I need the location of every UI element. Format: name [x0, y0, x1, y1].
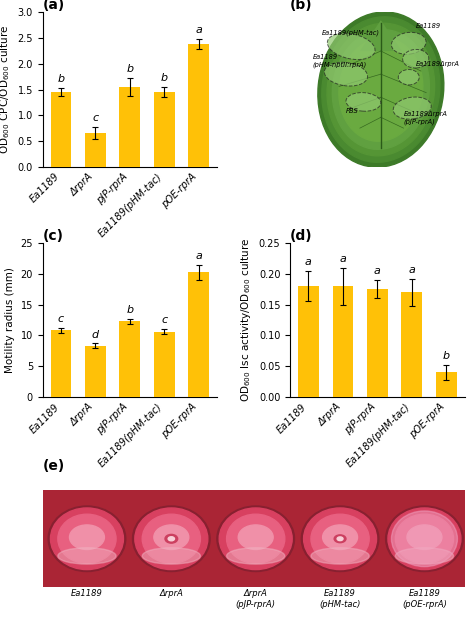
Ellipse shape: [58, 548, 116, 564]
Text: a: a: [305, 257, 312, 267]
Y-axis label: OD$_{600}$ lsc activity/OD$_{600}$ culture: OD$_{600}$ lsc activity/OD$_{600}$ cultu…: [239, 238, 253, 402]
Bar: [119, 87, 140, 167]
Ellipse shape: [168, 537, 174, 541]
Bar: [119, 321, 140, 397]
Text: Ea1189
(pHM-tac): Ea1189 (pHM-tac): [319, 589, 361, 609]
Y-axis label: Motility radius (mm): Motility radius (mm): [5, 267, 15, 373]
Text: Ea1189ΔrprA: Ea1189ΔrprA: [416, 62, 460, 67]
Ellipse shape: [303, 508, 376, 569]
Ellipse shape: [386, 506, 463, 571]
Text: ΔrprA
(pJP-rprA): ΔrprA (pJP-rprA): [236, 589, 276, 609]
Bar: [51, 92, 71, 167]
Text: Ea1189(pHM-tac): Ea1189(pHM-tac): [321, 29, 380, 36]
Ellipse shape: [318, 12, 444, 167]
Ellipse shape: [339, 38, 423, 141]
Ellipse shape: [395, 514, 454, 563]
Bar: [298, 286, 319, 397]
Text: a: a: [195, 251, 202, 261]
Text: Ea1189: Ea1189: [71, 589, 103, 598]
Text: a: a: [374, 266, 381, 276]
Bar: [367, 289, 388, 397]
Ellipse shape: [322, 17, 440, 163]
Y-axis label: OD$_{600}$ CPC/OD$_{600}$ culture: OD$_{600}$ CPC/OD$_{600}$ culture: [0, 25, 12, 155]
Ellipse shape: [142, 514, 201, 563]
Ellipse shape: [398, 70, 419, 85]
Ellipse shape: [392, 32, 426, 54]
Ellipse shape: [135, 508, 208, 569]
Text: a: a: [409, 265, 415, 275]
Text: c: c: [161, 315, 167, 325]
Text: a: a: [339, 254, 346, 264]
Text: Ea1189ΔrprA
(pJP-rprA): Ea1189ΔrprA (pJP-rprA): [403, 112, 447, 125]
Text: b: b: [443, 351, 450, 361]
Ellipse shape: [395, 548, 454, 564]
Text: (b): (b): [290, 0, 313, 12]
Text: (a): (a): [43, 0, 65, 12]
Bar: [85, 346, 106, 397]
Text: c: c: [92, 113, 99, 123]
Bar: [85, 133, 106, 167]
Ellipse shape: [142, 548, 201, 564]
Text: Ea1189
(pOE-rprA): Ea1189 (pOE-rprA): [402, 589, 447, 609]
Ellipse shape: [388, 508, 461, 569]
Ellipse shape: [50, 508, 123, 569]
FancyBboxPatch shape: [43, 490, 465, 587]
Ellipse shape: [58, 514, 116, 563]
Ellipse shape: [407, 525, 442, 549]
Ellipse shape: [311, 514, 369, 563]
Text: d: d: [92, 330, 99, 340]
Bar: [401, 292, 422, 397]
Ellipse shape: [392, 511, 457, 567]
Text: b: b: [126, 305, 133, 315]
Bar: [188, 44, 209, 167]
Text: ΔrprA: ΔrprA: [159, 589, 183, 598]
Ellipse shape: [133, 506, 210, 571]
Ellipse shape: [393, 97, 431, 119]
Bar: [154, 331, 174, 397]
Bar: [333, 286, 353, 397]
Ellipse shape: [154, 525, 189, 549]
Text: a: a: [195, 26, 202, 36]
Ellipse shape: [301, 506, 379, 571]
Text: PBS: PBS: [346, 108, 359, 113]
Ellipse shape: [327, 23, 435, 156]
Ellipse shape: [48, 506, 126, 571]
Text: (d): (d): [290, 229, 313, 243]
Ellipse shape: [328, 33, 375, 60]
Ellipse shape: [311, 548, 369, 564]
Ellipse shape: [323, 525, 357, 549]
Ellipse shape: [324, 62, 367, 86]
Text: (e): (e): [43, 459, 65, 473]
Text: b: b: [57, 74, 64, 84]
Text: Ea1189
(pHM-nptII:rprA): Ea1189 (pHM-nptII:rprA): [313, 54, 367, 68]
Ellipse shape: [346, 93, 381, 112]
Text: (c): (c): [43, 229, 64, 243]
Ellipse shape: [165, 535, 178, 543]
Ellipse shape: [334, 535, 346, 543]
Bar: [188, 272, 209, 397]
Ellipse shape: [70, 525, 104, 549]
PathPatch shape: [360, 20, 402, 51]
Ellipse shape: [332, 30, 429, 150]
Ellipse shape: [402, 49, 429, 68]
Ellipse shape: [227, 514, 285, 563]
Text: c: c: [58, 314, 64, 324]
Ellipse shape: [227, 548, 285, 564]
Text: b: b: [161, 73, 168, 83]
Text: Ea1189: Ea1189: [416, 23, 441, 29]
Bar: [154, 92, 174, 167]
Ellipse shape: [337, 537, 343, 541]
Ellipse shape: [219, 508, 292, 569]
Ellipse shape: [217, 506, 294, 571]
Text: b: b: [126, 64, 133, 74]
Bar: [436, 373, 456, 397]
Ellipse shape: [238, 525, 273, 549]
Bar: [51, 330, 71, 397]
